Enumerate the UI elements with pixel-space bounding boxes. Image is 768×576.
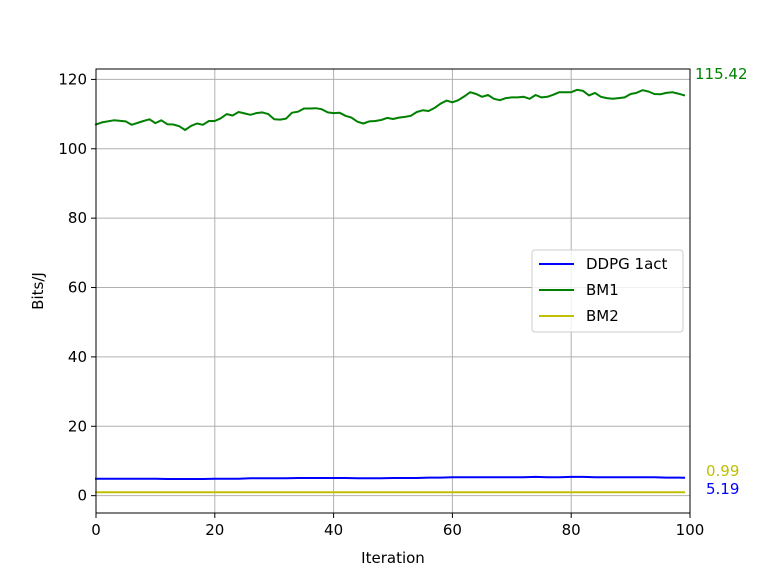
y-tick-label: 120 [58, 70, 87, 88]
legend-label: BM2 [586, 307, 619, 325]
axis-ticks: 0 20 40 60 80 100 0 20 40 60 80 100 120 [58, 70, 704, 539]
end-value-label: 115.42 [695, 65, 748, 83]
y-tick-label: 100 [58, 140, 87, 158]
end-value-labels: 115.42 0.995.19 [695, 65, 748, 498]
series-line-ddpg-1act [95, 475, 686, 480]
y-tick-label: 20 [68, 417, 87, 435]
x-tick-label: 0 [91, 521, 101, 539]
x-tick-label: 100 [676, 521, 705, 539]
legend-label: BM1 [586, 281, 619, 299]
y-tick-label: 80 [68, 209, 87, 227]
legend: DDPG 1act BM1 BM2 [531, 249, 684, 333]
series-line-bm1 [94, 88, 686, 131]
plot-frame [95, 68, 691, 514]
legend-label: DDPG 1act [586, 255, 668, 273]
end-value-label: 5.19 [706, 480, 739, 498]
legend-box [531, 249, 684, 333]
series-lines [94, 88, 686, 494]
x-tick-label: 60 [443, 521, 462, 539]
x-axis-label: Iteration [361, 549, 425, 567]
end-value-label: 0.99 [706, 462, 739, 480]
x-tick-label: 40 [324, 521, 343, 539]
y-axis-label: Bits/J [29, 272, 47, 310]
y-tick-label: 40 [68, 348, 87, 366]
y-tick-label: 0 [77, 487, 87, 505]
y-tick-label: 60 [68, 279, 87, 297]
x-tick-label: 20 [205, 521, 224, 539]
x-tick-label: 80 [562, 521, 581, 539]
